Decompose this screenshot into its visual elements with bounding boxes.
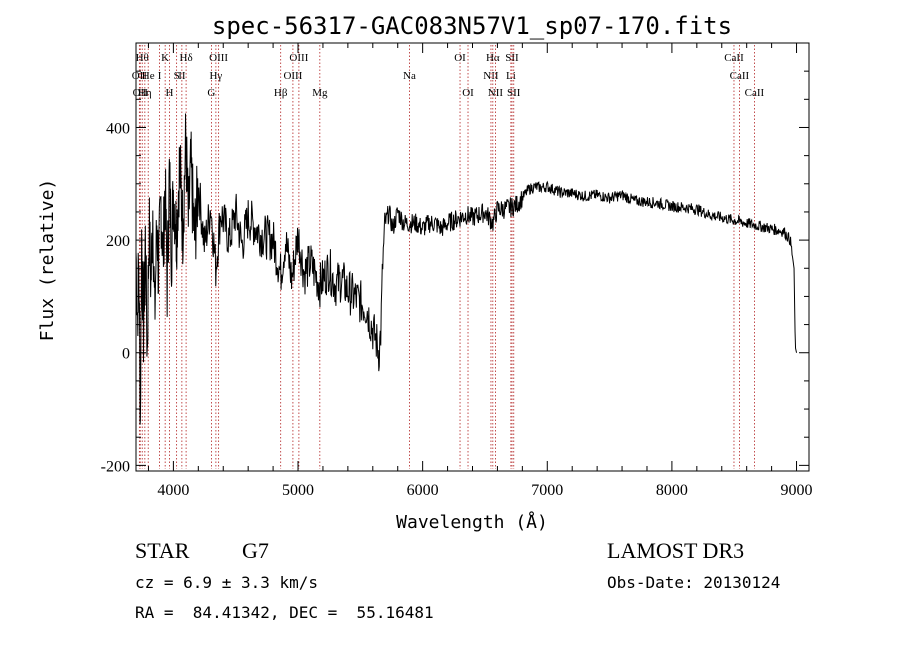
line-marker-label: Hβ xyxy=(274,87,288,99)
line-marker-label: OI xyxy=(454,52,466,64)
class-label: STAR xyxy=(135,538,190,563)
chart-title: spec-56317-GAC083N57V1_sp07-170.fits xyxy=(212,12,732,40)
line-marker-label: II xyxy=(178,70,186,82)
line-marker-label: OII xyxy=(133,87,149,99)
axis-ticks: 4000 5000 6000 7000 8000 9000 -200 0 200 400 xyxy=(101,43,813,499)
line-marker-label: I xyxy=(158,70,162,82)
x-tick-label: 5000 xyxy=(282,482,314,499)
line-marker-label: S xyxy=(174,70,180,82)
line-marker-label: K xyxy=(161,52,169,64)
line-marker-label: NII xyxy=(488,87,504,99)
line-marker-label: Li xyxy=(506,70,516,82)
coordinates-text: RA = 84.41342, DEC = 55.16481 xyxy=(135,603,434,622)
subclass-label: G7 xyxy=(242,538,269,563)
line-marker-label: Hδ xyxy=(180,52,193,64)
line-marker-label: Hθ xyxy=(136,52,149,64)
x-axis-label: Wavelength (Å) xyxy=(396,511,548,533)
plot-frame xyxy=(135,42,810,472)
line-marker-label: Mg xyxy=(312,87,328,99)
line-marker-label: OI xyxy=(462,87,474,99)
obs-date-text: Obs-Date: 20130124 xyxy=(607,573,781,592)
x-tick-label: 9000 xyxy=(781,482,813,499)
x-tick-label: 8000 xyxy=(656,482,688,499)
line-marker-label: OIII xyxy=(283,70,302,82)
y-axis-label: Flux (relative) xyxy=(37,179,58,342)
y-tick-label: 200 xyxy=(106,233,130,250)
redshift-text: cz = 6.9 ± 3.3 km/s xyxy=(135,573,319,592)
spectrum-line xyxy=(135,113,798,425)
x-tick-label: 4000 xyxy=(157,482,189,499)
y-tick-label: 400 xyxy=(106,120,130,137)
y-tick-label: -200 xyxy=(101,458,130,475)
x-tick-label: 7000 xyxy=(531,482,563,499)
y-tick-label: 0 xyxy=(122,346,130,363)
line-marker-label: CaII xyxy=(745,87,765,99)
line-marker-label: Hγ xyxy=(209,70,222,82)
line-marker-label: OIII xyxy=(209,52,228,64)
line-marker-label: NII xyxy=(483,70,499,82)
x-tick-label: 6000 xyxy=(407,482,439,499)
line-marker-label: OII xyxy=(132,70,148,82)
line-marker-label: SII xyxy=(507,87,521,99)
line-marker-label: CaII xyxy=(724,52,744,64)
line-marker-label: H xyxy=(166,87,174,99)
line-marker-label: Hα xyxy=(486,52,500,64)
line-marker-label: G xyxy=(207,87,215,99)
line-marker-label: CaII xyxy=(730,70,750,82)
line-marker-label: SII xyxy=(505,52,519,64)
survey-label: LAMOST DR3 xyxy=(607,538,745,563)
line-marker-label: He xyxy=(142,70,155,82)
line-marker-label: OIII xyxy=(289,52,308,64)
line-marker-label: Na xyxy=(403,70,416,82)
line-marker-label: Hη xyxy=(138,87,152,99)
